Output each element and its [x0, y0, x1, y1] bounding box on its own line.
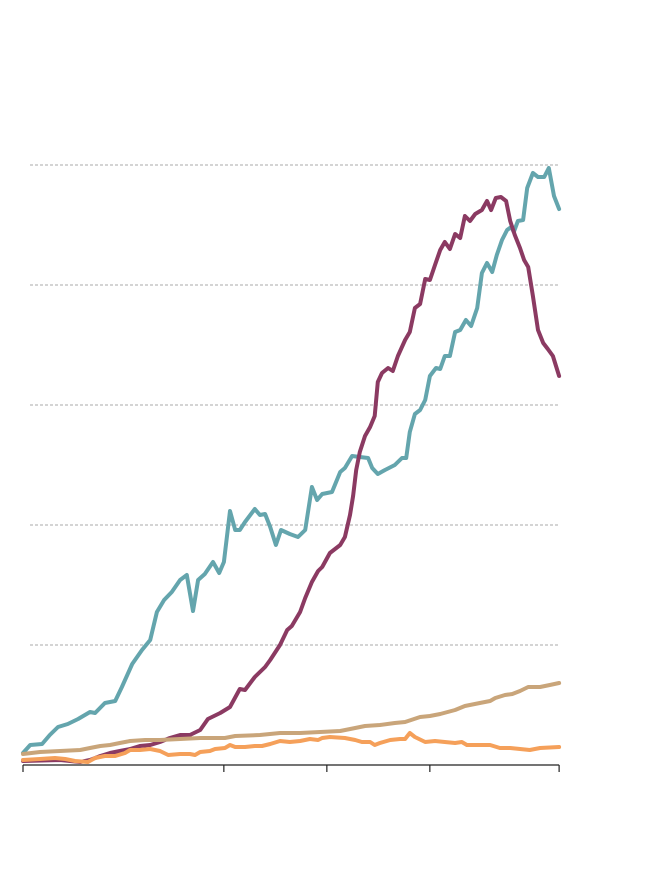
series-line-maroon: [21, 195, 562, 764]
series-line-orange: [21, 731, 562, 764]
series-line-teal: [21, 166, 562, 755]
series-line-tan: [21, 681, 562, 756]
